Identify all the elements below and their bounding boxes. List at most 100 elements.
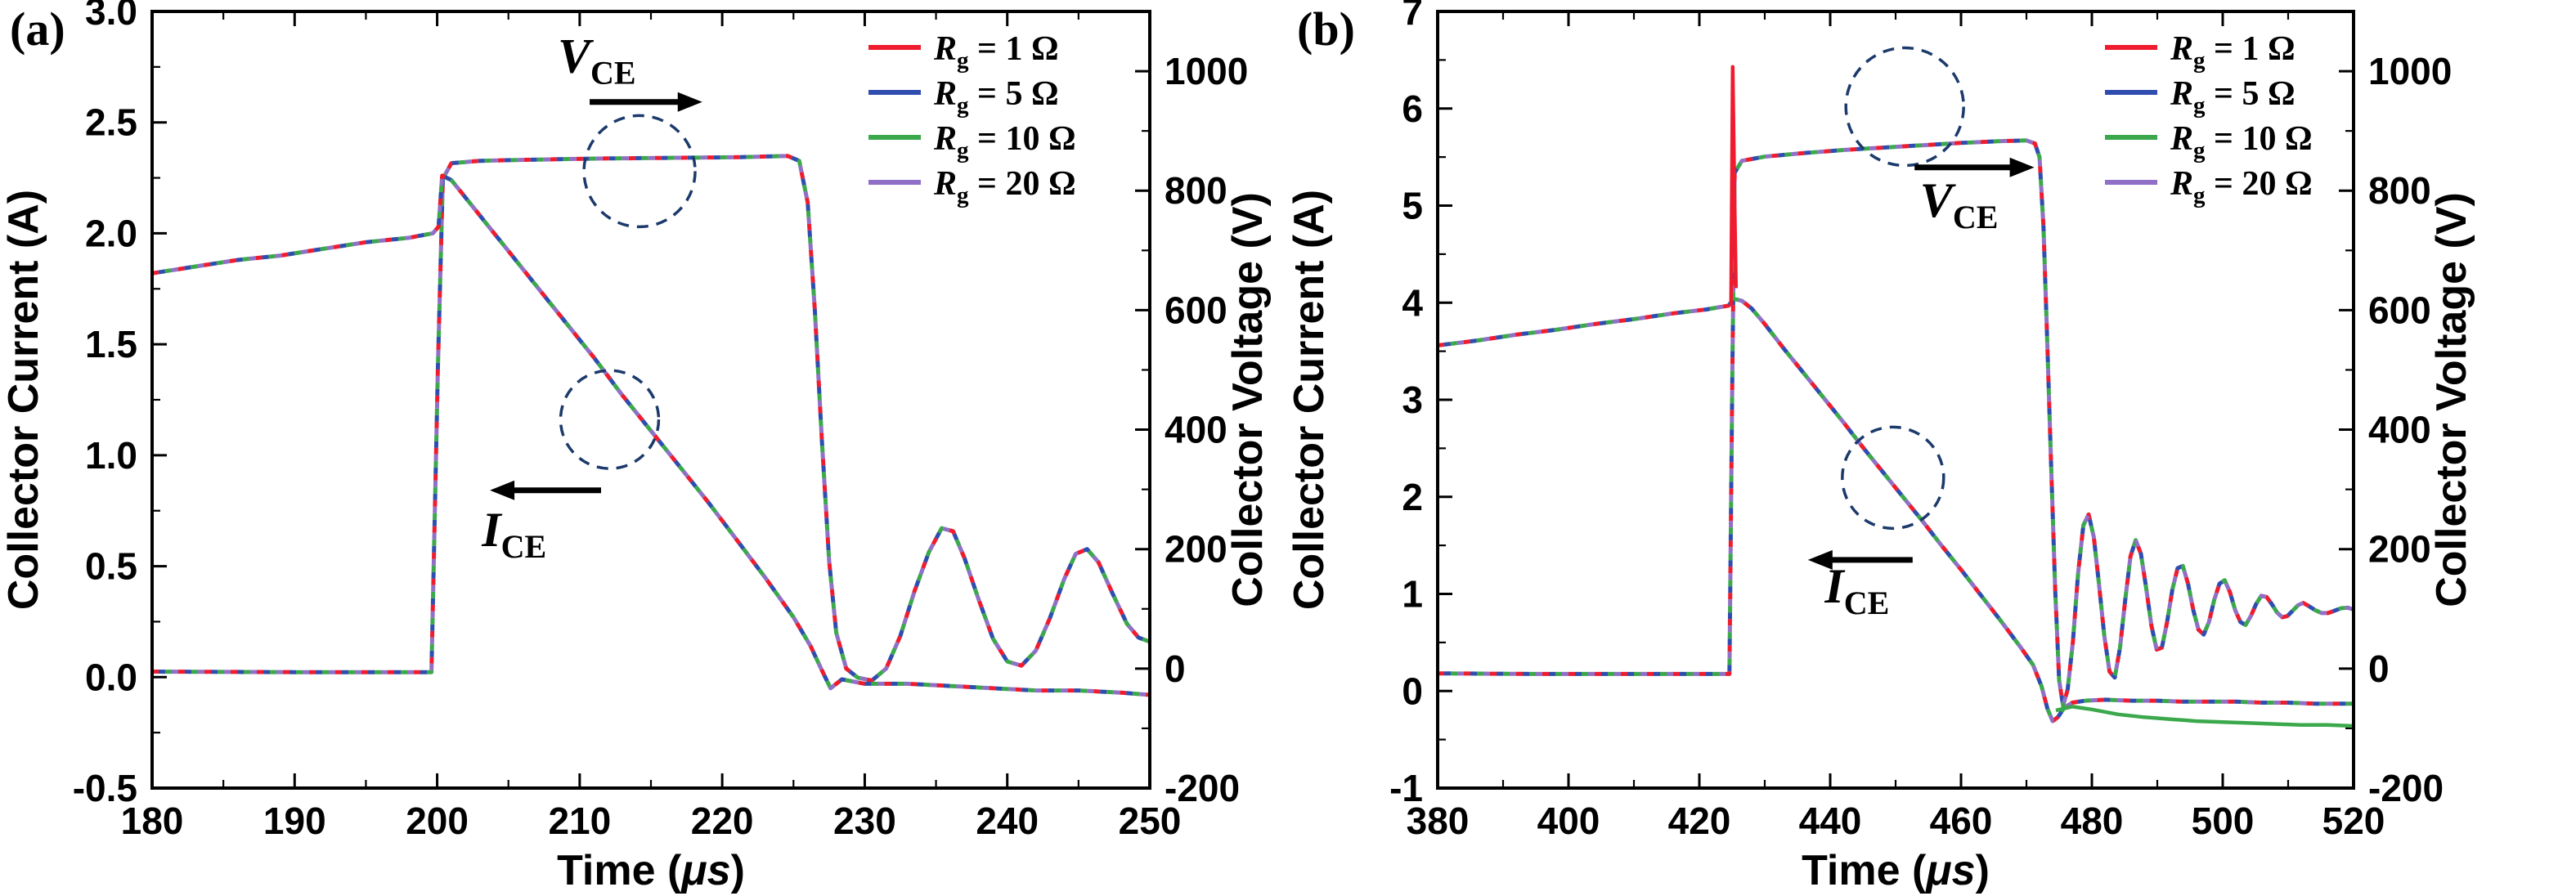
legend-sub: g xyxy=(957,47,969,74)
y-right-tick-label: 0 xyxy=(1165,647,1186,690)
legend-label: Rg = 1 Ω xyxy=(933,30,1059,74)
legend-label: Rg = 20 Ω xyxy=(933,165,1076,208)
y-right-tick-label: -200 xyxy=(2368,767,2444,809)
y-left-tick-label: 4 xyxy=(1402,281,1423,324)
legend-entry-rg-1: Rg = 5 Ω xyxy=(868,75,1059,119)
series-collector-current-c1 xyxy=(1438,297,2354,724)
arrow-head-icon xyxy=(1807,549,1833,570)
vce-label: VCE xyxy=(1920,173,1999,235)
legend-entry-rg-2: Rg = 10 Ω xyxy=(2105,120,2313,164)
y-left-tick-label: 0.5 xyxy=(85,545,137,588)
y-right-tick-label: 0 xyxy=(2368,647,2390,690)
series-collector-voltage-c0 xyxy=(152,154,1150,683)
x-tick-label: 230 xyxy=(833,800,896,842)
y-right-tick-label: 400 xyxy=(2368,409,2431,451)
label-sub: CE xyxy=(1953,199,1999,235)
x-tick-label: 420 xyxy=(1668,800,1731,842)
label-var: V xyxy=(558,29,595,83)
legend-rest: = 1 Ω xyxy=(2206,30,2296,68)
legend-entry-rg-1: Rg = 5 Ω xyxy=(2105,75,2296,119)
x-axis-title: Time (μs) xyxy=(557,847,745,894)
ice-arrow xyxy=(490,480,601,500)
legend-entry-rg-3: Rg = 20 Ω xyxy=(2105,165,2313,208)
legend-var: R xyxy=(2170,120,2193,158)
y-left-tick-label: 3.0 xyxy=(85,0,137,33)
ice-circle xyxy=(1841,425,1945,531)
series-collector-voltage-c1 xyxy=(1438,138,2354,708)
series-collector-current-c0 xyxy=(1438,297,2354,724)
panel-label-b: (b) xyxy=(1297,2,1355,56)
y-right-tick-label: 600 xyxy=(1165,289,1227,331)
label-sub: CE xyxy=(590,54,636,91)
x-tick-label: 380 xyxy=(1407,800,1470,842)
legend-var: R xyxy=(933,165,957,203)
legend-label: Rg = 10 Ω xyxy=(2170,120,2313,164)
legend-sub: g xyxy=(2193,92,2206,119)
legend-rest: = 20 Ω xyxy=(969,165,1076,203)
ice-label: ICE xyxy=(481,503,546,565)
x-tick-label: 200 xyxy=(406,800,469,842)
series-collector-voltage-c3 xyxy=(1438,138,2354,708)
series-collector-voltage-c1 xyxy=(152,154,1150,683)
series-collector-voltage-c0 xyxy=(1438,138,2354,708)
series-collector-current-c3 xyxy=(152,173,1150,697)
x-tick-label: 180 xyxy=(121,800,184,842)
legend-sub: g xyxy=(2193,137,2206,164)
legend-rest: = 5 Ω xyxy=(969,75,1059,113)
y-axis-left-title: Collector Current (A) xyxy=(1286,190,1333,610)
arrow-head-icon xyxy=(2009,157,2035,177)
x-axis-title: Time (μs) xyxy=(1802,847,1990,894)
legend-var: R xyxy=(933,75,957,113)
legend-rest: = 5 Ω xyxy=(2206,75,2296,113)
y-left-tick-label: 0 xyxy=(1402,670,1423,712)
x-tick-label: 240 xyxy=(976,800,1039,842)
x-tick-label: 460 xyxy=(1930,800,1993,842)
series-collector-current-c1 xyxy=(152,173,1150,697)
legend-label: Rg = 5 Ω xyxy=(2170,75,2296,119)
legend-label: Rg = 20 Ω xyxy=(2170,165,2313,208)
legend-rest: = 10 Ω xyxy=(2206,120,2313,158)
arrow-head-icon xyxy=(677,92,702,112)
vce-label: VCE xyxy=(558,29,636,91)
y-right-tick-label: 800 xyxy=(2368,169,2431,212)
label-var: I xyxy=(481,503,503,557)
y-right-tick-label: 600 xyxy=(2368,289,2431,331)
legend-entry-rg-0: Rg = 1 Ω xyxy=(2105,30,2296,74)
legend-sub: g xyxy=(957,92,969,119)
label-var: I xyxy=(1824,559,1846,613)
x-tick-label: 480 xyxy=(2061,800,2124,842)
y-right-tick-label: 1000 xyxy=(1165,50,1248,92)
legend-entry-rg-3: Rg = 20 Ω xyxy=(868,165,1076,208)
legend-b: Rg = 1 ΩRg = 5 ΩRg = 10 ΩRg = 20 Ω xyxy=(2105,30,2313,208)
series-group-b xyxy=(1438,65,2354,728)
y-left-tick-label: 7 xyxy=(1402,0,1423,33)
panel-a: 180 190 200 210 220 230 240 250 -0.5 0.0 0.5 1.0 1.5… xyxy=(0,0,1272,894)
x-tick-label: 190 xyxy=(263,800,326,842)
y-left-tick-label: 2 xyxy=(1402,476,1423,518)
legend-rest: = 20 Ω xyxy=(2206,165,2313,203)
y-left-tick-label: -1 xyxy=(1389,767,1423,809)
y-left-tick-label: 3 xyxy=(1402,379,1423,421)
y-right-tick-label: 200 xyxy=(2368,528,2431,571)
y-axis-right-title: Collector Voltage (V) xyxy=(2428,192,2475,607)
vce-arrow xyxy=(590,92,702,112)
y-axis-right-title: Collector Voltage (V) xyxy=(1224,192,1272,607)
legend-sub: g xyxy=(2193,182,2206,208)
y-left-tick-label: -0.5 xyxy=(73,767,137,809)
legend-var: R xyxy=(2170,75,2193,113)
x-tick-label: 210 xyxy=(548,800,611,842)
x-tick-label: 520 xyxy=(2322,800,2385,842)
series-collector-current-rg1-spike xyxy=(1729,65,1739,306)
legend-entry-rg-2: Rg = 10 Ω xyxy=(868,120,1076,164)
legend-var: R xyxy=(933,30,957,68)
arrow-head-icon xyxy=(490,480,515,500)
label-sub: CE xyxy=(1844,585,1890,621)
series-collector-voltage-c2 xyxy=(1438,138,2354,708)
panel-b: 380 400 420 440 460 480 500 520 -1 0 1 2 3 4 5 6 7 -200 0 2… xyxy=(1286,0,2475,894)
y-right-tick-label: 200 xyxy=(1165,528,1227,571)
series-group-a xyxy=(152,154,1150,697)
legend-label: Rg = 1 Ω xyxy=(2170,30,2296,74)
y-axis-left-title: Collector Current (A) xyxy=(0,190,47,610)
x-title-post: ) xyxy=(1976,847,1990,894)
y-left-tick-label: 0.0 xyxy=(85,656,137,698)
